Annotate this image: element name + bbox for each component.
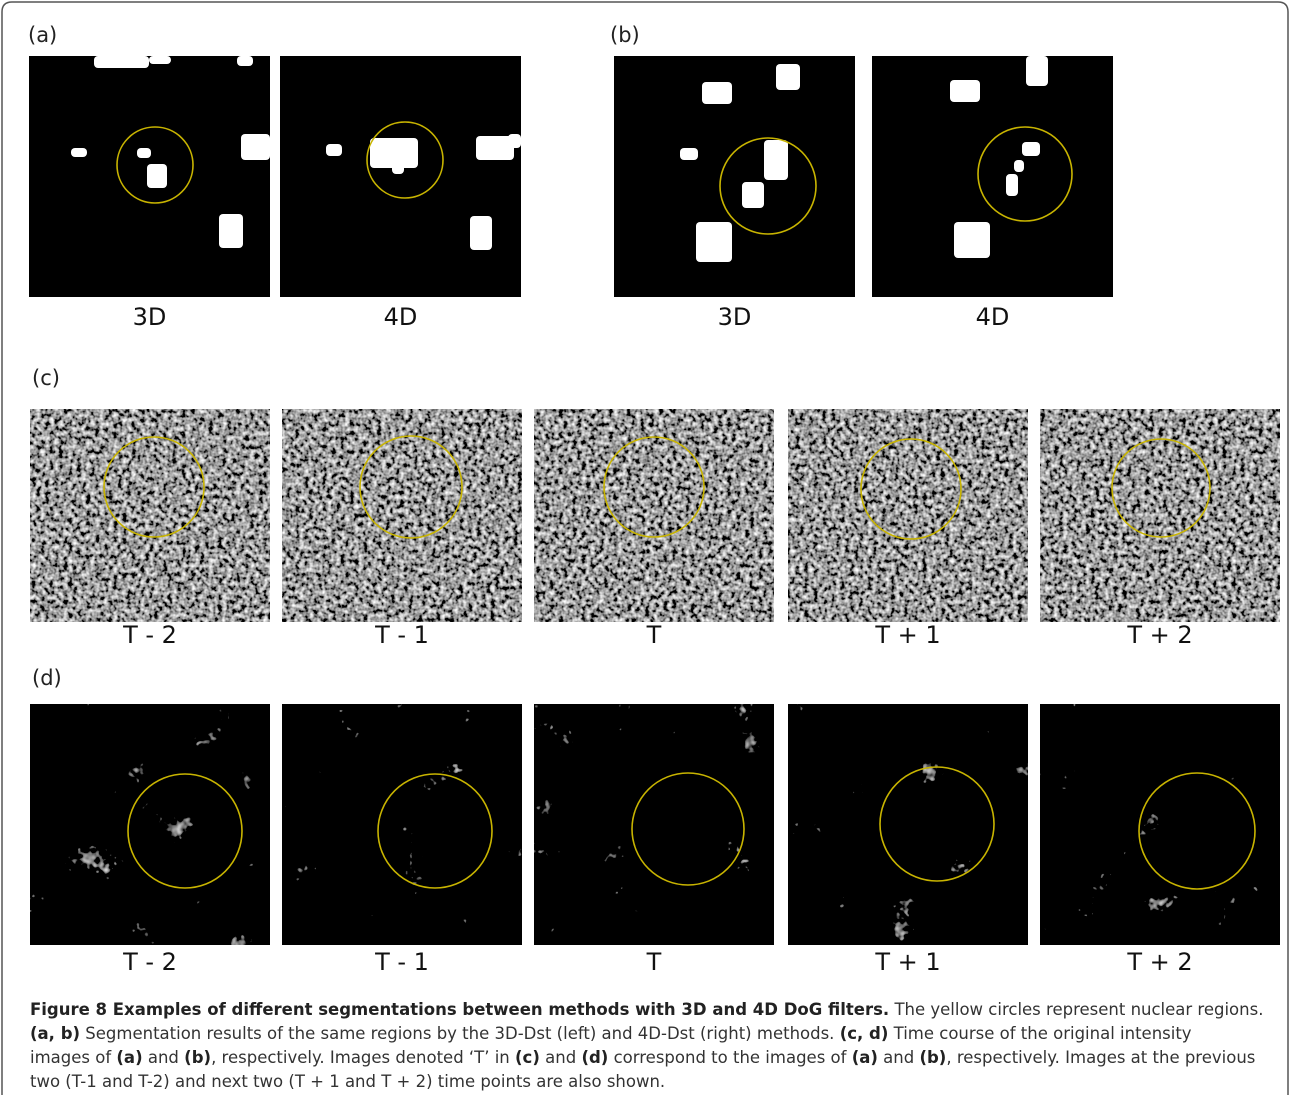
image-label: T - 2	[122, 948, 177, 976]
image	[1040, 409, 1280, 622]
nuclear-region-circle	[377, 773, 493, 889]
panel-label: (d)	[32, 666, 62, 690]
image	[614, 56, 855, 297]
caption-text: , respectively. Images denoted ‘T’ in	[211, 1048, 516, 1067]
image-label: 3D	[718, 303, 752, 331]
image	[534, 409, 774, 622]
nuclear-region-circle	[103, 436, 205, 538]
image	[788, 409, 1028, 622]
caption-bold: (a)	[851, 1048, 878, 1067]
image-label: 3D	[133, 303, 167, 331]
panel-label: (c)	[32, 366, 60, 390]
blob	[702, 82, 732, 104]
caption-text: and	[539, 1048, 582, 1067]
blob	[237, 56, 253, 66]
image	[788, 704, 1028, 945]
blob	[1026, 56, 1048, 86]
blob	[476, 136, 514, 160]
blob	[147, 164, 167, 188]
image	[282, 409, 522, 622]
image	[282, 704, 522, 945]
blob	[392, 164, 404, 174]
caption-bold: (a)	[116, 1048, 143, 1067]
caption-bold: (b)	[184, 1048, 212, 1067]
blob	[219, 214, 243, 248]
nuclear-region-circle	[127, 773, 243, 889]
image	[534, 704, 774, 945]
blob	[954, 222, 990, 258]
nuclear-region-circle	[631, 772, 745, 886]
caption-text: Time course of the original intensity	[888, 1024, 1192, 1043]
blob	[508, 134, 521, 148]
blob	[742, 182, 764, 208]
image-label: T - 1	[374, 948, 429, 976]
blob	[94, 56, 149, 68]
caption-text: two (T-1 and T-2) and next two (T + 1 an…	[30, 1072, 666, 1091]
caption-line: (a, b) Segmentation results of the same …	[30, 1022, 1263, 1046]
blob	[764, 140, 788, 180]
caption-line: Figure 8 Examples of different segmentat…	[30, 998, 1263, 1022]
panel-label: (b)	[610, 23, 640, 47]
caption-text: and	[877, 1048, 920, 1067]
blob	[71, 148, 87, 157]
blob	[137, 148, 151, 158]
image-label: T - 1	[374, 621, 429, 649]
nuclear-region-circle	[366, 121, 444, 199]
caption-text: Segmentation results of the same regions…	[80, 1024, 840, 1043]
caption-bold: (c)	[515, 1048, 540, 1067]
image-label: T + 1	[874, 621, 940, 649]
nuclear-region-circle	[860, 438, 962, 540]
caption-text: The yellow circles represent nuclear reg…	[889, 1000, 1264, 1019]
nuclear-region-circle	[719, 137, 817, 235]
image	[30, 704, 270, 945]
caption-line: two (T-1 and T-2) and next two (T + 1 an…	[30, 1070, 1263, 1094]
caption-bold: (d)	[581, 1048, 609, 1067]
blob	[470, 216, 492, 250]
image	[280, 56, 521, 297]
blob	[950, 80, 980, 102]
blob	[241, 134, 270, 160]
image-label: T + 1	[874, 948, 940, 976]
image-label: T + 2	[1126, 621, 1192, 649]
caption-line: images of (a) and (b), respectively. Ima…	[30, 1046, 1263, 1070]
nuclear-region-circle	[879, 766, 995, 882]
blob	[696, 222, 732, 262]
blob	[1014, 160, 1024, 172]
image	[30, 409, 270, 622]
blob	[370, 138, 418, 168]
image-label: 4D	[976, 303, 1010, 331]
blob	[680, 148, 698, 160]
caption-bold: (c, d)	[839, 1024, 889, 1043]
nuclear-region-circle	[1138, 772, 1256, 890]
blob	[1022, 142, 1040, 156]
image-label: T	[646, 948, 662, 976]
panel-label: (a)	[28, 23, 57, 47]
nuclear-region-circle	[359, 435, 463, 539]
blob	[776, 64, 800, 90]
image-label: T	[646, 621, 662, 649]
image-label: T + 2	[1126, 948, 1192, 976]
caption-bold: (a, b)	[30, 1024, 81, 1043]
image-label: T - 2	[122, 621, 177, 649]
nuclear-region-circle	[1111, 438, 1211, 538]
nuclear-region-circle	[116, 126, 194, 204]
caption-text: , respectively. Images at the previous	[946, 1048, 1256, 1067]
image	[1040, 704, 1280, 945]
nuclear-region-circle	[603, 436, 705, 538]
caption: Figure 8 Examples of different segmentat…	[30, 998, 1263, 1094]
blob	[149, 56, 171, 64]
caption-text: and	[142, 1048, 185, 1067]
image	[872, 56, 1113, 297]
caption-bold: (b)	[919, 1048, 947, 1067]
caption-text: images of	[30, 1048, 117, 1067]
nuclear-region-circle	[977, 126, 1073, 222]
image-label: 4D	[384, 303, 418, 331]
blob	[326, 144, 342, 156]
caption-bold: Figure 8 Examples of different segmentat…	[30, 1000, 890, 1019]
caption-text: correspond to the images of	[608, 1048, 852, 1067]
blob	[1006, 174, 1018, 196]
